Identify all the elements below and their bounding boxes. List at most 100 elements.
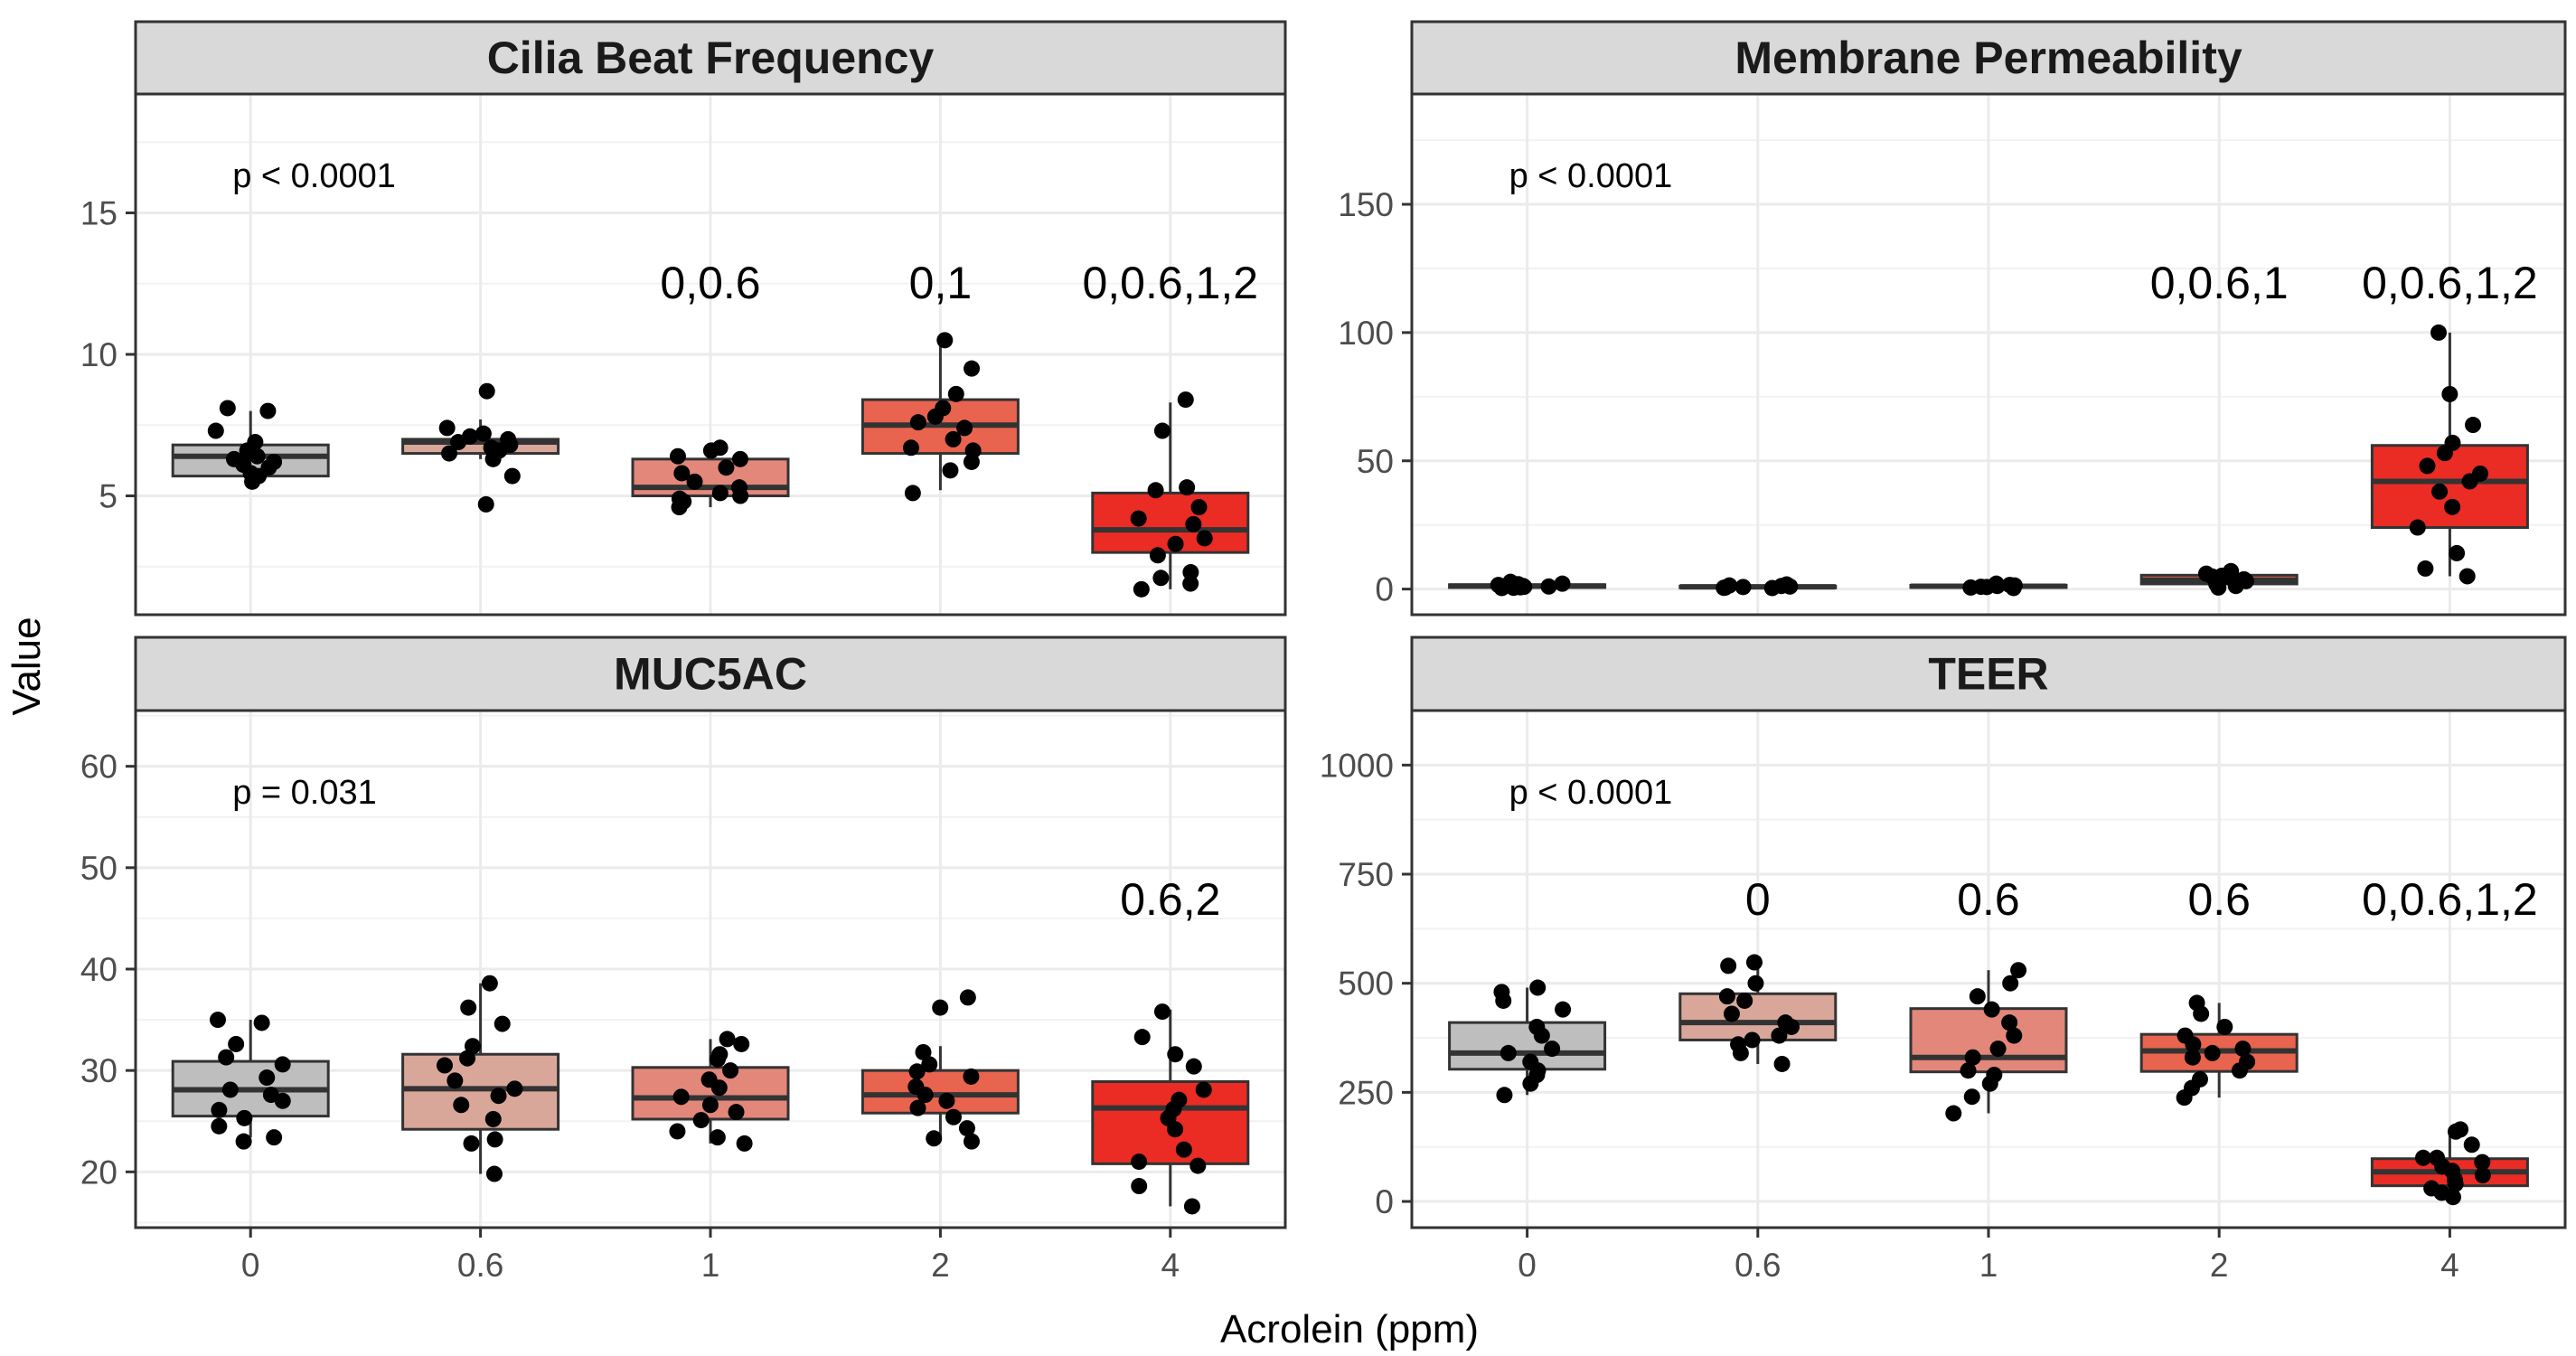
data-point	[2444, 498, 2461, 515]
data-point	[963, 1068, 980, 1085]
data-point	[266, 1129, 283, 1146]
x-tick-label: 1	[701, 1247, 720, 1284]
data-point	[902, 439, 919, 457]
comparison-label: 0.6	[2187, 874, 2251, 925]
comparison-label: 0,0.6,1,2	[1082, 258, 1258, 308]
y-tick-label: 60	[80, 749, 118, 786]
facet-title: Cilia Beat Frequency	[487, 33, 935, 83]
data-point	[1493, 579, 1510, 597]
data-point	[219, 400, 236, 417]
p-value-label: p < 0.0001	[1509, 157, 1673, 195]
data-point	[669, 447, 686, 465]
data-point	[2436, 445, 2453, 462]
data-point	[1981, 1075, 1998, 1092]
data-point	[235, 457, 252, 474]
data-point	[718, 459, 735, 476]
x-tick-label: 4	[2440, 1247, 2459, 1284]
data-point	[945, 430, 962, 447]
data-point	[1718, 988, 1735, 1005]
data-point	[2447, 1175, 2464, 1192]
data-point	[2463, 1136, 2480, 1154]
data-point	[2465, 417, 2482, 434]
y-tick-label: 30	[80, 1052, 118, 1089]
data-point	[686, 473, 703, 490]
data-point	[1131, 1178, 1148, 1195]
box-0.6	[1678, 962, 1838, 1064]
data-point	[963, 1133, 980, 1150]
x-tick-label: 0.6	[1735, 1247, 1781, 1284]
x-tick-label: 1	[1979, 1247, 1998, 1284]
p-value-label: p = 0.031	[232, 774, 377, 812]
data-point	[2216, 1018, 2233, 1035]
data-point	[1167, 535, 1184, 552]
data-point	[2474, 1167, 2491, 1184]
data-point	[503, 467, 521, 485]
data-point	[1133, 580, 1150, 598]
data-point	[1495, 992, 1512, 1009]
comparison-label: 0,1	[909, 258, 973, 308]
data-point	[490, 1088, 507, 1105]
y-tick-label: 1000	[1320, 747, 1394, 784]
y-tick-label: 50	[1357, 443, 1394, 480]
facet-title: TEER	[1928, 649, 2048, 700]
data-point	[2461, 473, 2478, 490]
data-point	[1745, 954, 1763, 971]
data-point	[210, 1012, 227, 1029]
data-point	[2409, 519, 2426, 536]
data-point	[250, 467, 268, 485]
y-tick-label: 250	[1338, 1074, 1394, 1111]
data-point	[669, 1123, 686, 1140]
data-point	[710, 1079, 728, 1097]
data-point	[218, 1049, 235, 1066]
data-point	[1182, 564, 1199, 581]
comparison-label: 0.6,2	[1120, 874, 1220, 925]
data-point	[259, 1069, 276, 1087]
data-point	[1147, 482, 1164, 499]
data-point	[1153, 1003, 1170, 1021]
facet-title: MUC5AC	[614, 649, 807, 700]
facet-title: Membrane Permeability	[1735, 33, 2242, 83]
data-point	[1529, 979, 1547, 996]
data-point	[1964, 1049, 1981, 1066]
facet-panel: p < 0.0001 0,0.6 0,1 0,0.6,1,2 Cilia Beat Fr…	[80, 20, 1287, 617]
data-point	[958, 1120, 975, 1137]
data-point	[731, 450, 748, 467]
data-point	[485, 1165, 503, 1182]
x-tick-label: 0	[241, 1247, 260, 1284]
data-point	[1723, 1005, 1740, 1022]
data-point	[1185, 1058, 1202, 1075]
data-point	[450, 434, 467, 451]
data-point	[1747, 975, 1764, 992]
data-point	[926, 408, 944, 425]
data-point	[1152, 570, 1170, 587]
data-point	[1554, 575, 1571, 592]
data-point	[235, 1133, 252, 1150]
p-value-label: p < 0.0001	[1509, 774, 1673, 812]
data-point	[736, 1135, 753, 1152]
data-point	[259, 402, 277, 419]
data-point	[964, 360, 981, 377]
data-point	[1783, 1018, 1800, 1035]
data-point	[733, 1035, 750, 1052]
p-value-label: p < 0.0001	[232, 157, 396, 195]
data-point	[486, 1131, 503, 1148]
y-axis-title: Value	[5, 617, 49, 715]
y-tick-label: 0	[1375, 1183, 1394, 1220]
data-point	[1945, 1105, 1962, 1122]
data-point	[1196, 530, 1213, 547]
data-point	[1540, 578, 1557, 595]
data-point	[1744, 1031, 1761, 1049]
data-point	[719, 1031, 736, 1048]
comparison-label: 0,0.6,1	[2150, 258, 2289, 308]
data-point	[2447, 1123, 2464, 1140]
y-tick-label: 15	[80, 194, 118, 231]
data-point	[673, 465, 691, 482]
data-point	[2185, 1036, 2202, 1053]
data-point	[484, 1110, 502, 1127]
x-tick-label: 2	[2210, 1247, 2229, 1284]
data-point	[1772, 578, 1790, 595]
data-point	[908, 1063, 926, 1080]
data-point	[904, 485, 921, 502]
data-point	[274, 1056, 291, 1073]
box-0.6	[401, 419, 560, 459]
